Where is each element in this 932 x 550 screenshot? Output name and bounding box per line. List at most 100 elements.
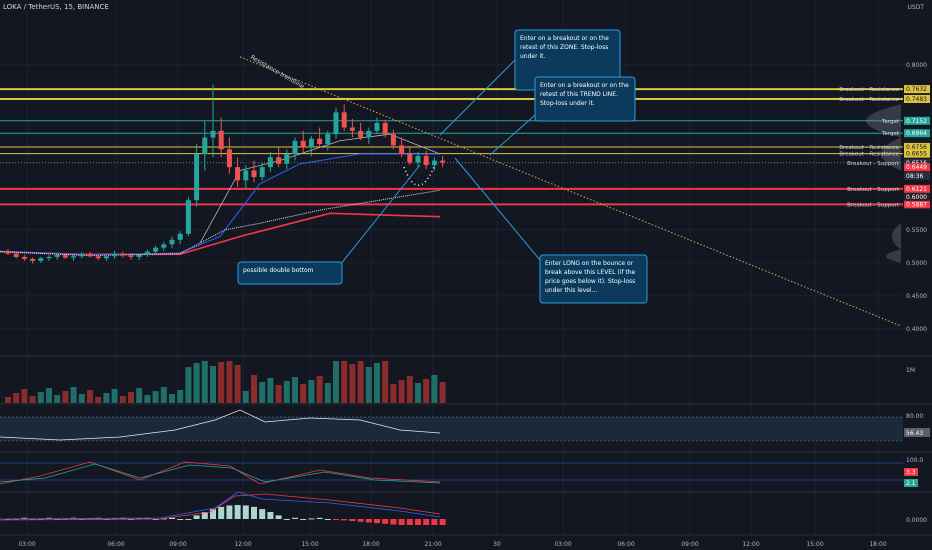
candle-body xyxy=(358,130,364,138)
macd-bar xyxy=(259,509,266,519)
candle-body xyxy=(54,254,60,257)
price-tag-box xyxy=(904,184,930,193)
callout-trendline-text: Enter on a breakout or on the xyxy=(540,82,629,89)
volume-bar xyxy=(341,361,348,403)
candle-body xyxy=(325,134,331,145)
volume-bar xyxy=(78,394,85,403)
volume-bar xyxy=(70,387,77,403)
callout-level-text: under this level... xyxy=(545,287,597,294)
candle-body xyxy=(46,256,52,259)
volume-bar xyxy=(431,375,438,403)
candle-body xyxy=(185,200,191,234)
extra-tag: 0.6000 xyxy=(906,194,927,201)
volume-bar xyxy=(119,396,126,403)
symbol-header[interactable]: LOKA / TetherUS, 15, BINANCE xyxy=(3,3,109,11)
volume-bar xyxy=(54,395,61,403)
volume-bar xyxy=(415,383,421,403)
candle-body xyxy=(161,244,167,248)
macd-bar xyxy=(365,519,372,523)
candle-body xyxy=(120,253,126,256)
level-label: Target xyxy=(881,131,900,137)
time-axis-tick: 21:00 xyxy=(424,541,441,548)
pane3-teal-line xyxy=(0,463,441,484)
macd-bar xyxy=(349,519,356,522)
macd-bar xyxy=(5,519,11,520)
time-axis-tick: 03:00 xyxy=(554,541,571,548)
candle-body xyxy=(390,134,396,146)
candle-body xyxy=(235,167,241,181)
time-axis-tick: 18:00 xyxy=(869,541,886,548)
volume-bar xyxy=(160,387,167,403)
macd-bar xyxy=(300,519,307,520)
volume-bar xyxy=(169,394,175,403)
volume-bar xyxy=(300,384,307,403)
macd-tick: 0.0000 xyxy=(906,517,927,524)
macd-bar xyxy=(201,512,208,519)
macd-bar xyxy=(251,506,257,519)
time-axis-tick: 03:00 xyxy=(18,541,35,548)
volume-profile xyxy=(886,249,901,263)
candle-body xyxy=(267,157,273,168)
time-axis-tick: 12:00 xyxy=(742,541,759,548)
volume-bar xyxy=(251,375,257,403)
candle-body xyxy=(341,112,347,128)
extra-tag: 0.6449 xyxy=(906,164,927,171)
candle-body xyxy=(243,170,249,181)
price-tag: 0.6964 xyxy=(906,130,927,137)
macd-bar xyxy=(275,515,282,519)
candle-body xyxy=(153,247,159,252)
volume-bar xyxy=(365,367,372,403)
macd-bar xyxy=(242,505,249,519)
volume-bar xyxy=(128,392,134,403)
candle-body xyxy=(276,157,282,164)
candle-body xyxy=(349,127,355,131)
candle-body xyxy=(38,258,44,261)
candle-body xyxy=(87,254,93,257)
candle-body xyxy=(169,239,175,245)
candle-body xyxy=(30,258,36,261)
callout-zone-text: under it. xyxy=(520,53,545,60)
extra-tag-box xyxy=(904,192,930,201)
price-tag: 0.7152 xyxy=(906,118,927,125)
callout-double-bottom xyxy=(237,261,343,285)
macd-bar xyxy=(341,519,348,521)
volume-tick: 1M xyxy=(906,367,915,374)
volume-bar xyxy=(234,365,241,403)
rsi-tick: 80.00 xyxy=(906,413,923,420)
time-axis-tick: 18:00 xyxy=(362,541,379,548)
callout-level-text: price goes below it). Stop-loss xyxy=(545,278,635,285)
macd-bar xyxy=(390,519,397,525)
candle-body xyxy=(210,130,216,138)
volume-bar xyxy=(87,390,93,403)
volume-bar xyxy=(308,380,315,403)
volume-bar xyxy=(185,367,192,403)
volume-bar xyxy=(406,376,413,403)
macd-bar xyxy=(316,517,323,519)
volume-bar xyxy=(218,362,225,403)
pane3-tag-teal xyxy=(904,479,918,487)
callout-level-text: Enter LONG on the bounce or xyxy=(545,260,634,267)
level-label: Breakout - Resistance xyxy=(839,152,899,158)
extra-tag: 08:36 xyxy=(906,173,923,180)
volume-bar xyxy=(193,363,200,403)
macd-bar xyxy=(177,519,184,520)
candle-body xyxy=(259,167,265,178)
macd-bar xyxy=(210,509,216,519)
price-tag: 0.6655 xyxy=(906,151,927,158)
pane3-red-line xyxy=(0,461,441,485)
double-bottom-arc xyxy=(403,166,435,187)
volume-bar xyxy=(242,391,249,403)
callout-level xyxy=(539,254,648,304)
callout-zone-text: Enter on a breakout or on the xyxy=(520,35,609,42)
candle-body xyxy=(194,153,200,201)
rsi-value-tag xyxy=(904,428,930,437)
callout2-pointer xyxy=(489,114,536,156)
candle-body xyxy=(292,140,298,154)
candle-body xyxy=(431,160,437,166)
pane3-value-red: 3.3 xyxy=(906,469,916,476)
macd-bar xyxy=(234,505,241,519)
ma-gray-line xyxy=(199,133,441,244)
volume-bar xyxy=(382,361,389,403)
macd-bar xyxy=(87,518,93,520)
